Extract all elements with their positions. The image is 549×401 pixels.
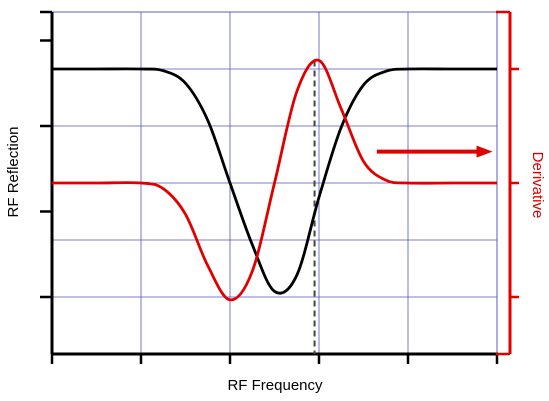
annotation-arrow-head — [476, 145, 493, 158]
y2-axis-label: Derivative — [529, 152, 546, 219]
y-axis-label: RF Reflection — [5, 127, 22, 218]
x-axis-label: RF Frequency — [227, 377, 323, 394]
series-line-reflection — [52, 67, 497, 295]
annotation-arrow-group — [376, 145, 493, 158]
series-group — [52, 58, 497, 302]
series-line-derivative — [52, 58, 497, 302]
